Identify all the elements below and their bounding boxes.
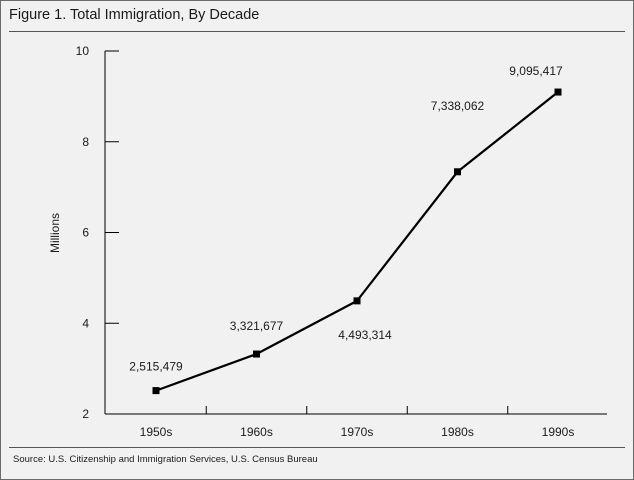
line-chart: Millions 2 4 6 8 10 1950s 1960s 1970s 1980s 1990s…: [48, 44, 607, 439]
data-label: 9,095,417: [509, 64, 563, 78]
source-rule: [9, 447, 625, 448]
y-tick-label: 6: [82, 226, 89, 240]
y-tick-label: 8: [82, 135, 89, 149]
data-point-marker: [152, 387, 160, 395]
data-label: 4,493,314: [338, 328, 392, 342]
y-axis-label: Millions: [48, 213, 62, 253]
x-tick-label: 1960s: [240, 425, 273, 439]
data-point-marker: [554, 88, 562, 96]
plot-area: 2,515,479 3,321,677 4,493,314 7,338,062 9,09…: [129, 64, 563, 395]
title-rule: [9, 31, 625, 32]
data-label: 7,338,062: [431, 99, 485, 113]
y-tick-label: 4: [82, 316, 89, 330]
x-tick-label: 1980s: [441, 425, 474, 439]
data-point-marker: [253, 350, 260, 358]
series-line: [155, 91, 559, 392]
figure-title: Figure 1. Total Immigration, By Decade: [9, 7, 260, 23]
data-point-marker: [353, 297, 361, 305]
source-note: Source: U.S. Citizenship and Immigration…: [13, 454, 318, 465]
x-tick-label: 1970s: [341, 425, 374, 439]
x-tick-label: 1990s: [542, 425, 575, 439]
data-label: 3,321,677: [230, 319, 284, 333]
x-tick-label: 1950s: [140, 425, 173, 439]
data-label: 2,515,479: [129, 360, 183, 374]
data-point-marker: [454, 168, 461, 176]
y-tick-label: 10: [76, 44, 90, 58]
chart-axes: 2 4 6 8 10 1950s 1960s 1970s 1980s 1990s: [76, 44, 607, 439]
y-tick-label: 2: [82, 407, 89, 421]
